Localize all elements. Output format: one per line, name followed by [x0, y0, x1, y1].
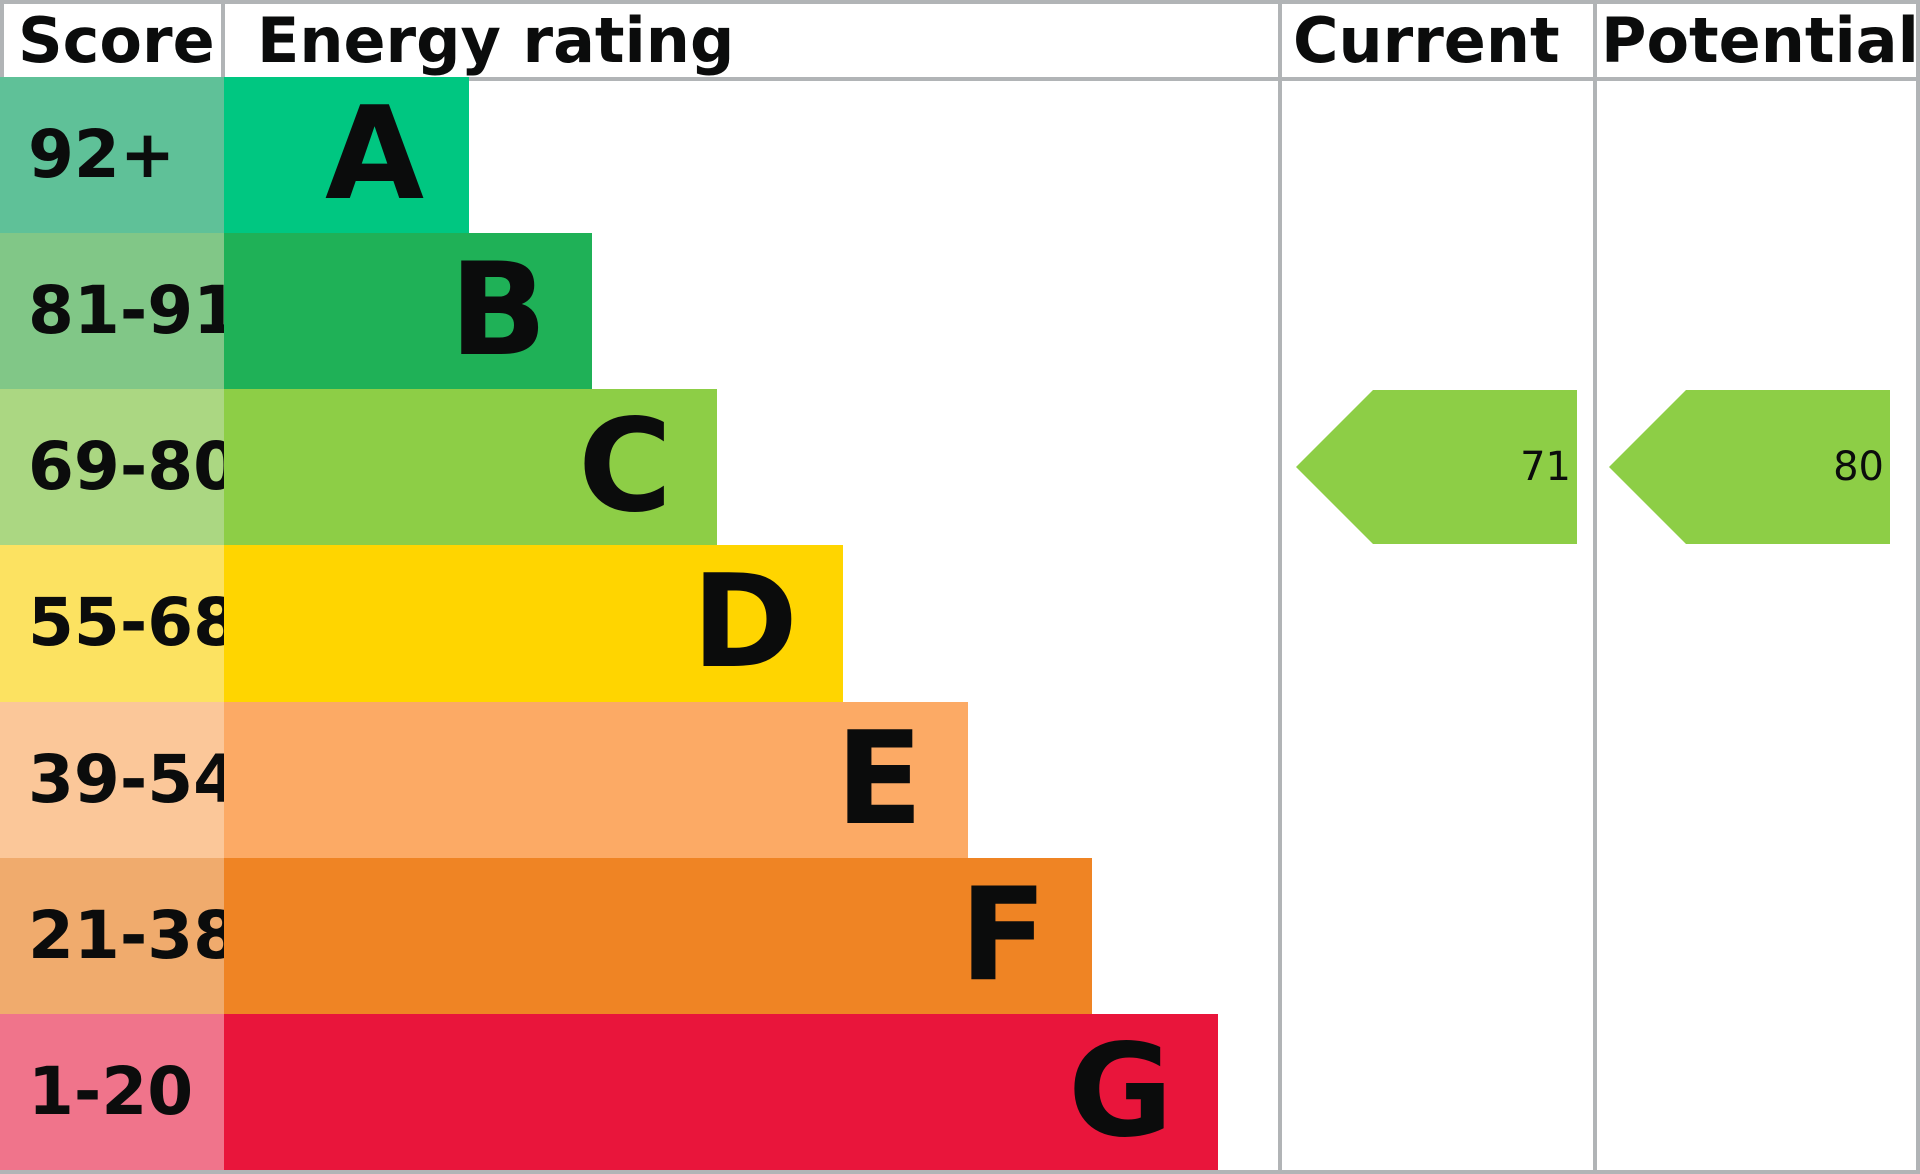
column-header-potential: Potential — [1601, 3, 1919, 77]
band-rows: 92+ A 81-91 B 69-80 C 55-68 D 39-54 E 21… — [0, 77, 1920, 1170]
score-range-f: 21-38 — [0, 857, 239, 1014]
score-range-a: 92+ — [0, 77, 224, 234]
border-bottom — [0, 1170, 1920, 1174]
score-range-e: 39-54 — [0, 701, 239, 858]
band-bar-g: G — [224, 1013, 1218, 1170]
band-row-b: 81-91 B — [0, 233, 1920, 390]
border-top — [0, 0, 1920, 4]
band-bar-f: F — [224, 857, 1092, 1014]
band-bar-d: D — [224, 545, 843, 702]
column-header-score: Score — [18, 3, 215, 77]
band-bar-e: E — [224, 701, 968, 858]
header-bottom-border — [0, 77, 1920, 81]
score-range-b: 81-91 — [0, 233, 239, 390]
band-bar-c: C — [224, 389, 717, 546]
score-range-c: 69-80 — [0, 389, 239, 546]
divider-rating-current — [1278, 0, 1282, 1174]
band-row-d: 55-68 D — [0, 545, 1920, 702]
border-right — [1916, 0, 1920, 1174]
column-header-current: Current — [1293, 3, 1560, 77]
band-bar-b: B — [224, 233, 592, 390]
divider-current-potential — [1593, 0, 1597, 1174]
band-row-c: 69-80 C — [0, 389, 1920, 546]
band-bar-a: A — [224, 77, 469, 234]
score-range-g: 1-20 — [0, 1013, 224, 1170]
column-header-rating: Energy rating — [257, 3, 735, 77]
score-range-d: 55-68 — [0, 545, 239, 702]
band-row-g: 1-20 G — [0, 1013, 1920, 1170]
band-row-f: 21-38 F — [0, 857, 1920, 1014]
band-row-e: 39-54 E — [0, 701, 1920, 858]
band-row-a: 92+ A — [0, 77, 1920, 234]
divider-score-rating — [221, 0, 225, 81]
